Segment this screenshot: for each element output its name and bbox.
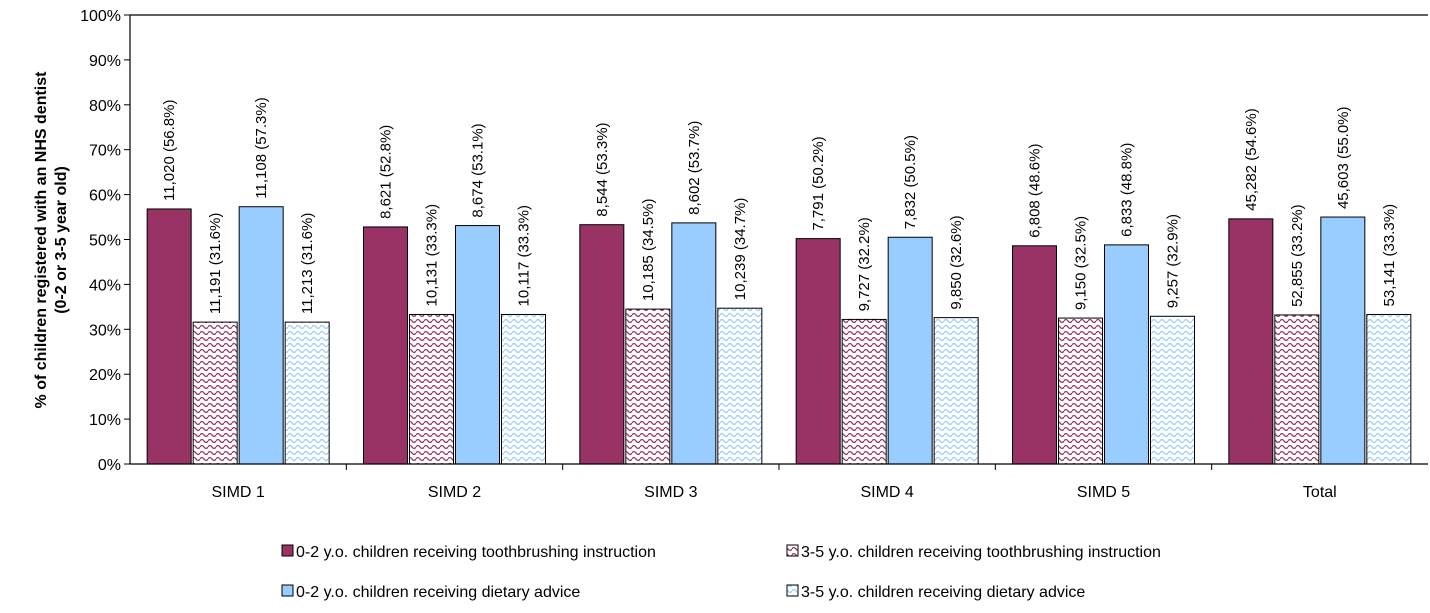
bar xyxy=(284,321,330,465)
bar xyxy=(717,307,763,465)
data-label: 10,239 (34.7%) xyxy=(732,198,749,301)
data-label: 7,832 (50.5%) xyxy=(902,135,919,229)
bar xyxy=(1366,313,1412,465)
bar xyxy=(1228,218,1274,465)
category-labels: SIMD 1 SIMD 2 SIMD 3 SIMD 4 SIMD 5 Total xyxy=(211,484,1336,501)
legend-swatch xyxy=(786,584,799,597)
data-label: 9,150 (32.5%) xyxy=(1073,216,1090,310)
x-category-label: SIMD 2 xyxy=(428,484,481,501)
data-label: 9,727 (32.2%) xyxy=(856,217,873,311)
y-tick-label: 60% xyxy=(89,188,121,205)
y-tick-label: 40% xyxy=(89,277,121,294)
bar xyxy=(238,206,284,465)
data-label: 8,674 (53.1%) xyxy=(470,123,487,217)
data-label: 6,833 (48.8%) xyxy=(1119,143,1136,237)
data-label: 11,213 (31.6%) xyxy=(299,213,316,314)
bar xyxy=(363,226,408,465)
bar xyxy=(455,225,500,465)
data-label: 8,621 (52.8%) xyxy=(378,125,395,219)
x-category-label: SIMD 1 xyxy=(211,484,264,501)
data-label: 45,282 (54.6%) xyxy=(1243,108,1260,211)
bar xyxy=(933,317,979,465)
y-tick-label: 90% xyxy=(89,53,121,70)
legend-label: 0-2 y.o. children receiving toothbrushin… xyxy=(296,544,656,561)
bar xyxy=(579,224,625,465)
data-label: 53,141 (33.3%) xyxy=(1381,204,1398,307)
y-axis-title-line1: % of children registered with an NHS den… xyxy=(33,71,50,409)
y-tick-label: 50% xyxy=(89,233,121,250)
bar xyxy=(887,236,933,465)
bar xyxy=(1012,245,1057,465)
data-label: 11,020 (56.8%) xyxy=(161,99,178,200)
data-label: 11,191 (31.6%) xyxy=(207,213,224,314)
x-category-label: SIMD 4 xyxy=(860,484,913,501)
data-label: 9,257 (32.9%) xyxy=(1165,214,1182,308)
bar xyxy=(146,208,192,465)
data-label: 52,855 (33.2%) xyxy=(1289,204,1306,307)
bar xyxy=(409,313,454,465)
legend-label: 3-5 y.o. children receiving dietary advi… xyxy=(801,584,1085,601)
data-label: 8,544 (53.3%) xyxy=(594,122,611,216)
y-tick-label: 20% xyxy=(89,367,121,384)
legend-swatch xyxy=(281,544,294,557)
legend-swatch xyxy=(281,584,294,597)
y-tick-label: 100% xyxy=(80,8,121,25)
bar xyxy=(1150,315,1195,465)
bar xyxy=(671,222,717,465)
data-label: 6,808 (48.6%) xyxy=(1027,144,1044,238)
data-label: 11,108 (57.3%) xyxy=(253,97,270,198)
bar xyxy=(625,308,671,465)
y-tick-label: 0% xyxy=(98,457,121,474)
legend-label: 0-2 y.o. children receiving dietary advi… xyxy=(296,584,580,601)
x-category-label: SIMD 5 xyxy=(1077,484,1130,501)
legend-label: 3-5 y.o. children receiving toothbrushin… xyxy=(801,544,1161,561)
y-tick-label: 70% xyxy=(89,143,121,160)
y-tick-label: 10% xyxy=(89,412,121,429)
data-label: 8,602 (53.7%) xyxy=(686,121,703,215)
legend-swatch xyxy=(786,544,799,557)
y-axis-title-line2: (0-2 or 3-5 year old) xyxy=(53,166,70,314)
x-category-label: Total xyxy=(1303,484,1337,501)
data-label: 10,117 (33.3%) xyxy=(516,205,533,306)
bar xyxy=(841,318,887,465)
data-labels: 11,020 (56.8%) 11,191 (31.6%) 11,108 (57.3… xyxy=(161,97,1398,314)
data-label: 9,850 (32.6%) xyxy=(948,215,965,309)
bar xyxy=(1104,244,1149,465)
bar xyxy=(501,313,546,465)
bars xyxy=(146,206,1412,465)
y-tick-label: 80% xyxy=(89,98,121,115)
bar xyxy=(1320,216,1366,465)
legend: 0-2 y.o. children receiving toothbrushin… xyxy=(281,544,1161,601)
data-label: 10,185 (34.5%) xyxy=(640,199,657,302)
data-label: 45,603 (55.0%) xyxy=(1335,106,1352,209)
x-category-label: SIMD 3 xyxy=(644,484,697,501)
y-tick-label: 30% xyxy=(89,322,121,339)
axes xyxy=(129,14,1428,470)
bar xyxy=(192,321,238,465)
data-label: 7,791 (50.2%) xyxy=(810,136,827,230)
bar xyxy=(1058,317,1103,465)
y-axis-title: % of children registered with an NHS den… xyxy=(33,71,70,409)
bar xyxy=(1274,314,1320,465)
y-axis-ticks: 0% 10% 20% 30% 40% 50% 60% 70% 80% 90% 100% xyxy=(80,8,130,474)
bar xyxy=(795,238,841,465)
data-label: 10,131 (33.3%) xyxy=(424,204,441,307)
